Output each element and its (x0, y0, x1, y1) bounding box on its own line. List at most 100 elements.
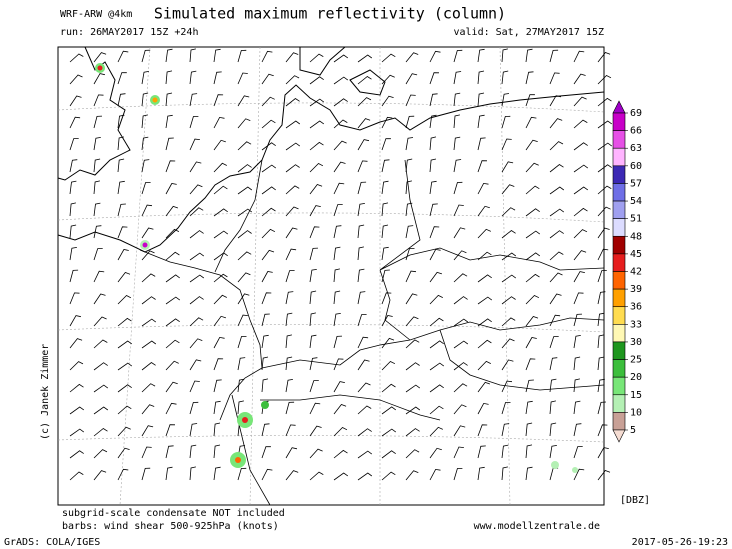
barb (333, 98, 348, 107)
colorbar: 69 66 63 60 57 54 51 48 45 42 39 36 33 30 25 20 15 10 5 (612, 100, 642, 443)
barb (213, 273, 228, 283)
barb (69, 180, 77, 195)
barb (213, 336, 225, 349)
barb (477, 70, 485, 85)
barb (597, 312, 605, 327)
barb (141, 425, 154, 437)
barb (117, 362, 133, 371)
barb (261, 50, 273, 63)
barb (117, 180, 125, 195)
barb (501, 252, 517, 261)
barb (501, 138, 512, 151)
barb (381, 471, 396, 481)
barb (381, 202, 389, 217)
reflectivity-echoes (95, 63, 578, 473)
barb (333, 204, 343, 217)
barb (357, 224, 365, 239)
barb (309, 53, 324, 63)
barb (189, 380, 200, 393)
barb (429, 93, 438, 107)
barb (261, 186, 276, 195)
barb (237, 314, 248, 327)
barb (237, 251, 252, 261)
barb (501, 423, 510, 437)
barb (477, 92, 485, 107)
colorbar-label: 66 (630, 126, 642, 137)
barb (261, 228, 276, 239)
barb (453, 468, 463, 481)
barb (261, 164, 277, 173)
barb (237, 230, 252, 239)
barb (333, 76, 349, 85)
barb (549, 164, 564, 173)
barb (213, 400, 221, 415)
barb (141, 340, 157, 349)
barb (189, 93, 198, 107)
barb (357, 291, 366, 305)
barb (477, 402, 489, 415)
barb (261, 119, 276, 129)
barb (117, 114, 125, 129)
barb (477, 205, 490, 217)
barb (453, 250, 467, 261)
barb (381, 246, 389, 261)
barb (573, 271, 585, 283)
barb (333, 268, 340, 283)
barb (357, 54, 373, 63)
barb (525, 230, 541, 239)
barb (93, 316, 107, 327)
barb (309, 98, 325, 107)
barb (357, 405, 372, 415)
barb (189, 116, 199, 129)
colorbar-segment (612, 200, 626, 219)
barb (333, 404, 347, 415)
barb (405, 316, 419, 327)
barb (573, 400, 581, 415)
barb (477, 251, 492, 261)
barb (429, 226, 440, 239)
barb (429, 362, 445, 371)
barb (573, 446, 583, 459)
barb (573, 50, 585, 63)
barb (165, 296, 181, 305)
barb (429, 405, 444, 415)
barb (285, 270, 295, 283)
barb (549, 272, 563, 283)
barb (69, 292, 80, 305)
barb (165, 183, 177, 195)
barb (213, 162, 227, 173)
barb (357, 472, 373, 481)
colorbar-segment (612, 271, 626, 290)
barb (285, 291, 294, 305)
barb (213, 422, 221, 437)
barb (165, 466, 173, 481)
barb (573, 292, 584, 305)
barb (189, 359, 202, 371)
barb (381, 383, 396, 393)
barb (429, 317, 444, 327)
barb (405, 202, 413, 217)
barb (93, 137, 101, 151)
colorbar-label: 42 (630, 267, 642, 278)
barb (357, 428, 372, 437)
barb (213, 444, 221, 459)
barb (165, 339, 180, 349)
barb (525, 316, 539, 327)
barb (549, 336, 559, 349)
barb (285, 185, 300, 195)
barb (285, 75, 300, 85)
barb (549, 118, 563, 129)
barb (429, 426, 443, 437)
barb (333, 246, 341, 261)
colorbar-label: 30 (630, 337, 642, 348)
barb (597, 424, 608, 437)
barb (477, 274, 492, 283)
barb (117, 426, 131, 437)
barb (501, 338, 515, 349)
barb (261, 468, 273, 481)
barb (597, 164, 612, 173)
barb (333, 290, 341, 305)
barb (117, 136, 124, 151)
barb (525, 273, 540, 283)
barb (477, 137, 486, 151)
